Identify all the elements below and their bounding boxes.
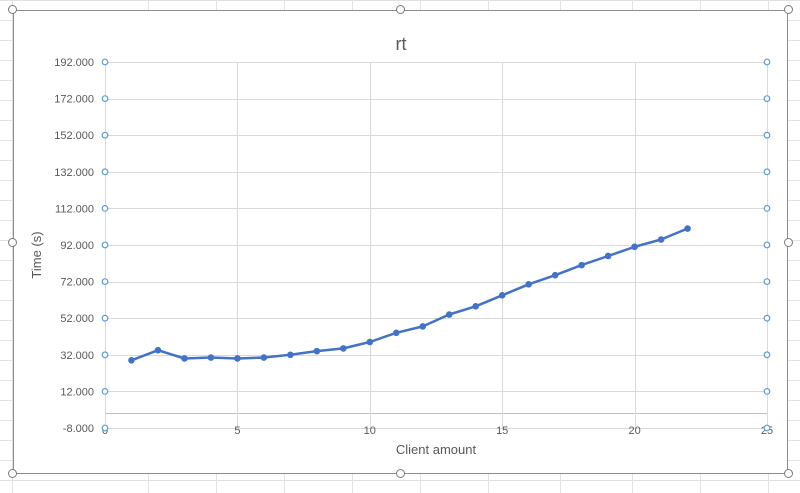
axis-selection-marker [101,278,109,286]
data-point[interactable] [657,236,665,243]
series-line [131,227,689,362]
axis-selection-marker [101,314,109,322]
y-tick-label: 72.000 [60,277,94,289]
data-point[interactable] [551,271,559,279]
axis-selection-marker [763,131,771,139]
data-point[interactable] [578,261,585,269]
x-tick-label: 15 [496,425,508,437]
data-point[interactable] [631,243,638,251]
data-point[interactable] [419,323,427,330]
axis-selection-marker [763,314,771,322]
axis-selection-markers [101,58,771,432]
resize-handle-middle-left[interactable] [8,238,17,247]
axis-selection-marker [101,131,109,139]
data-point[interactable] [260,354,268,361]
x-tick-label: 5 [234,425,240,437]
y-tick-label: 172.000 [54,94,94,106]
data-point[interactable] [287,351,294,359]
data-point[interactable] [472,303,480,310]
axis-selection-marker [763,204,771,212]
line-chart: rt -8.000 12.000 32.000 52.000 72.000 92.000 1… [29,34,773,457]
axis-selection-marker [101,95,109,102]
data-point[interactable] [207,354,215,361]
y-tick-label: -8.000 [63,423,94,435]
data-point[interactable] [604,252,612,260]
axis-selection-marker [101,351,109,359]
data-point[interactable] [234,355,241,362]
axis-selection-marker [101,168,109,176]
axis-selection-marker [101,58,109,66]
resize-handle-bottom-left[interactable] [8,469,17,478]
axis-selection-marker [101,241,109,249]
axis-selection-marker [763,241,771,249]
resize-handle-top-right[interactable] [784,5,793,14]
data-point[interactable] [392,329,400,337]
axis-selection-marker [763,351,771,359]
data-point[interactable] [313,347,321,355]
axis-selection-marker [763,95,771,102]
resize-handle-top-left[interactable] [8,5,17,14]
data-point[interactable] [525,281,532,288]
resize-handle-bottom-center[interactable] [396,469,405,478]
resize-handle-bottom-right[interactable] [784,469,793,478]
gridlines [105,62,768,429]
axis-selection-marker [101,388,109,395]
resize-handle-middle-right[interactable] [784,238,793,247]
axis-selection-marker [763,278,771,286]
x-tick-label: 20 [628,425,640,437]
chart-title: rt [396,34,407,54]
y-tick-label: 92.000 [60,240,94,252]
data-point[interactable] [154,346,162,354]
series [128,225,691,364]
y-axis-tick-labels: -8.000 12.000 32.000 52.000 72.000 92.000 112.… [54,57,94,435]
y-tick-label: 192.000 [54,57,94,69]
data-point[interactable] [684,225,691,232]
data-point[interactable] [128,356,135,364]
y-tick-label: 52.000 [60,313,94,325]
data-point[interactable] [498,292,506,299]
y-tick-label: 132.000 [54,167,94,179]
axis-selection-marker [763,424,771,432]
axis-selection-marker [763,168,771,176]
data-point[interactable] [366,338,374,346]
y-tick-label: 12.000 [60,386,94,398]
y-axis-label: Time (s) [29,231,44,278]
axis-selection-marker [101,204,109,212]
y-tick-label: 32.000 [60,350,94,362]
data-point[interactable] [181,355,188,362]
x-axis-tick-labels: 0510152025 [102,425,773,437]
y-tick-label: 112.000 [55,203,94,215]
x-tick-label: 10 [364,425,376,437]
resize-handle-top-center[interactable] [396,5,405,14]
data-point[interactable] [340,345,347,352]
x-axis-label: Client amount [396,442,477,457]
chart-area[interactable]: rt -8.000 12.000 32.000 52.000 72.000 92.000 1… [13,10,788,474]
y-tick-label: 152.000 [54,130,94,142]
data-point[interactable] [445,311,453,318]
axis-selection-marker [763,58,771,66]
axis-selection-marker [101,424,109,432]
axis-selection-marker [763,388,771,395]
